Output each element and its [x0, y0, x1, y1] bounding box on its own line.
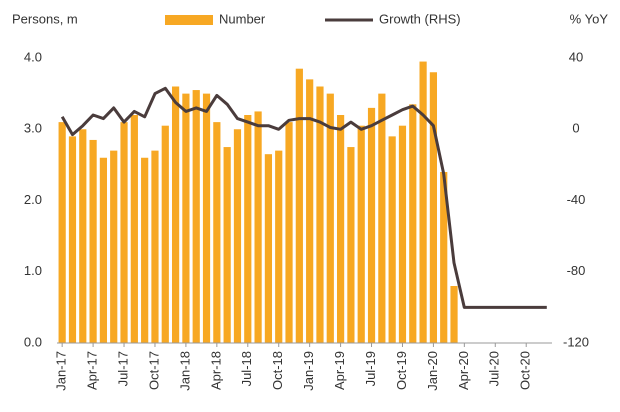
bar	[326, 93, 334, 343]
x-tick-label: Apr-18	[208, 351, 223, 390]
x-tick-label: Jul-19	[363, 351, 378, 386]
y2-tick-label: 0	[572, 121, 579, 136]
bar	[58, 122, 66, 343]
y2-tick-label: -80	[567, 263, 586, 278]
x-tick-label: Jan-18	[177, 351, 192, 391]
legend-label: Number	[219, 11, 266, 26]
x-tick-label: Jul-17	[115, 351, 130, 386]
bar	[264, 154, 273, 343]
bar	[357, 125, 365, 343]
bar	[68, 136, 77, 343]
bar	[110, 150, 118, 343]
bar	[306, 79, 314, 343]
x-tick-label: Apr-20	[456, 351, 471, 390]
growth-line	[60, 86, 547, 309]
bar	[171, 86, 180, 343]
x-tick-label: Oct-19	[394, 351, 409, 390]
bar	[223, 147, 231, 343]
y2-tick-label: -120	[563, 334, 589, 349]
y2-tick-label: 40	[569, 49, 583, 64]
x-tick-label: Oct-20	[518, 351, 533, 390]
bar	[182, 93, 190, 343]
bar	[316, 86, 324, 343]
bar	[233, 129, 242, 343]
x-tick-label: Jul-18	[239, 351, 254, 386]
y2-axis-label: % YoY	[570, 11, 609, 26]
bar	[398, 125, 407, 343]
bar	[161, 125, 169, 343]
bar	[419, 61, 427, 343]
legend-label: Growth (RHS)	[379, 11, 461, 26]
bar	[141, 157, 149, 343]
x-tick-label: Jul-20	[487, 351, 502, 386]
x-tick-label: Oct-18	[270, 351, 285, 390]
bar	[275, 150, 283, 343]
bar	[285, 122, 293, 343]
bar	[378, 93, 386, 343]
bar	[347, 147, 355, 343]
x-tick-label: Jan-19	[301, 351, 316, 391]
x-tick-label: Oct-17	[146, 351, 161, 390]
bar	[336, 115, 345, 343]
bar	[213, 122, 221, 343]
bar	[429, 72, 438, 343]
y-tick-label: 3.0	[24, 121, 42, 136]
y2-tick-label: -40	[567, 192, 586, 207]
y-tick-label: 2.0	[24, 192, 42, 207]
bar	[89, 139, 97, 343]
bar	[192, 90, 200, 343]
bar	[120, 122, 128, 343]
x-tick-label: Jan-17	[54, 351, 69, 391]
bar	[440, 172, 448, 343]
bar	[99, 157, 108, 343]
bar	[151, 150, 159, 343]
x-tick-label: Jan-20	[425, 351, 440, 391]
bar	[244, 115, 252, 343]
bar	[388, 136, 396, 343]
bar	[202, 93, 211, 343]
bar	[254, 111, 262, 343]
legend-swatch	[165, 15, 213, 25]
y-tick-label: 0.0	[24, 334, 42, 349]
bar	[295, 68, 303, 343]
bar	[79, 129, 87, 343]
bar	[450, 286, 458, 343]
x-tick-label: Apr-19	[332, 351, 347, 390]
bar	[130, 115, 138, 343]
x-tick-label: Apr-17	[85, 351, 100, 390]
bar	[409, 104, 417, 343]
y-axis-label: Persons, m	[12, 11, 78, 26]
y-tick-label: 4.0	[24, 49, 42, 64]
y-tick-label: 1.0	[24, 263, 42, 278]
bar	[367, 107, 376, 343]
